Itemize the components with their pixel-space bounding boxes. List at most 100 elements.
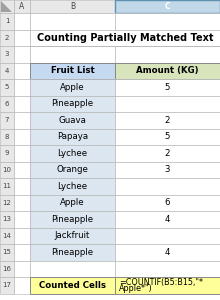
Bar bbox=[115, 95, 220, 112]
Text: 8: 8 bbox=[5, 134, 9, 140]
Bar bbox=[115, 260, 220, 277]
Text: 4: 4 bbox=[165, 248, 170, 257]
Bar bbox=[14, 0, 30, 13]
Bar bbox=[115, 227, 220, 244]
Text: 4: 4 bbox=[165, 215, 170, 224]
Bar bbox=[115, 46, 220, 62]
Text: B: B bbox=[70, 2, 75, 11]
Bar bbox=[0, 0, 14, 13]
Polygon shape bbox=[1, 1, 12, 12]
Text: 3: 3 bbox=[5, 51, 9, 57]
Text: 13: 13 bbox=[2, 216, 11, 222]
Bar bbox=[115, 211, 220, 227]
Text: 11: 11 bbox=[2, 183, 11, 189]
Bar bbox=[0, 79, 14, 95]
Bar bbox=[14, 112, 30, 128]
Text: 17: 17 bbox=[2, 282, 11, 288]
Bar bbox=[14, 244, 30, 260]
Bar bbox=[30, 112, 115, 128]
Bar bbox=[0, 62, 14, 79]
Bar bbox=[115, 79, 220, 95]
Bar bbox=[14, 29, 30, 46]
Bar bbox=[30, 194, 115, 211]
Text: Papaya: Papaya bbox=[57, 132, 88, 141]
Bar bbox=[0, 145, 14, 161]
Text: Apple: Apple bbox=[60, 198, 85, 207]
Text: Orange: Orange bbox=[57, 165, 88, 174]
Bar bbox=[115, 161, 220, 178]
Text: Jackfruit: Jackfruit bbox=[55, 231, 90, 240]
Bar bbox=[30, 29, 220, 46]
Bar bbox=[30, 13, 115, 29]
Bar bbox=[115, 145, 220, 161]
Bar bbox=[115, 178, 220, 194]
Text: Amount (KG): Amount (KG) bbox=[136, 66, 199, 75]
Bar bbox=[0, 277, 14, 293]
Bar bbox=[30, 178, 115, 194]
Text: 6: 6 bbox=[165, 198, 170, 207]
Bar bbox=[30, 0, 115, 13]
Bar bbox=[0, 29, 14, 46]
Bar bbox=[14, 79, 30, 95]
Bar bbox=[115, 13, 220, 29]
Bar bbox=[0, 211, 14, 227]
Text: Lychee: Lychee bbox=[57, 149, 88, 158]
Bar bbox=[30, 244, 115, 260]
Bar bbox=[0, 194, 14, 211]
Text: Pineapple: Pineapple bbox=[51, 215, 94, 224]
Bar bbox=[0, 227, 14, 244]
Bar bbox=[14, 211, 30, 227]
Bar bbox=[14, 46, 30, 62]
Text: =COUNTIF(B5:B15,"*: =COUNTIF(B5:B15,"* bbox=[119, 278, 203, 287]
Bar bbox=[0, 112, 14, 128]
Bar bbox=[30, 227, 115, 244]
Bar bbox=[30, 145, 115, 161]
Bar bbox=[0, 128, 14, 145]
Bar bbox=[115, 194, 220, 211]
Bar bbox=[14, 227, 30, 244]
Bar bbox=[30, 128, 115, 145]
Text: Counted Cells: Counted Cells bbox=[39, 281, 106, 290]
Bar bbox=[0, 178, 14, 194]
Text: Apple: Apple bbox=[60, 83, 85, 92]
Bar bbox=[30, 211, 115, 227]
Text: 5: 5 bbox=[165, 132, 170, 141]
Text: Lychee: Lychee bbox=[57, 182, 88, 191]
Text: 12: 12 bbox=[3, 200, 11, 206]
Bar bbox=[0, 46, 14, 62]
Text: 10: 10 bbox=[2, 167, 11, 173]
Bar bbox=[30, 79, 115, 95]
Text: 16: 16 bbox=[2, 266, 11, 272]
Bar bbox=[115, 112, 220, 128]
Text: 3: 3 bbox=[165, 165, 170, 174]
Text: 6: 6 bbox=[5, 101, 9, 107]
Bar bbox=[14, 194, 30, 211]
Text: 4: 4 bbox=[5, 68, 9, 74]
Bar bbox=[14, 161, 30, 178]
Bar bbox=[0, 244, 14, 260]
Bar bbox=[115, 244, 220, 260]
Bar bbox=[0, 95, 14, 112]
Bar bbox=[0, 161, 14, 178]
Bar bbox=[14, 62, 30, 79]
Bar bbox=[0, 260, 14, 277]
Text: 2: 2 bbox=[165, 116, 170, 125]
Bar bbox=[14, 145, 30, 161]
Text: Pineapple: Pineapple bbox=[51, 248, 94, 257]
Text: 1: 1 bbox=[5, 18, 9, 24]
Bar bbox=[115, 277, 220, 293]
Text: 7: 7 bbox=[5, 117, 9, 123]
Text: Fruit List: Fruit List bbox=[51, 66, 94, 75]
Text: Pineapple: Pineapple bbox=[51, 99, 94, 108]
Text: 5: 5 bbox=[165, 83, 170, 92]
Text: 15: 15 bbox=[3, 249, 11, 255]
Text: 14: 14 bbox=[3, 233, 11, 239]
Text: C: C bbox=[165, 2, 170, 11]
Bar bbox=[14, 13, 30, 29]
Bar bbox=[115, 0, 220, 13]
Text: 2: 2 bbox=[5, 35, 9, 41]
Text: Guava: Guava bbox=[59, 116, 86, 125]
Bar bbox=[14, 277, 30, 293]
Bar bbox=[30, 260, 115, 277]
Bar bbox=[30, 95, 115, 112]
